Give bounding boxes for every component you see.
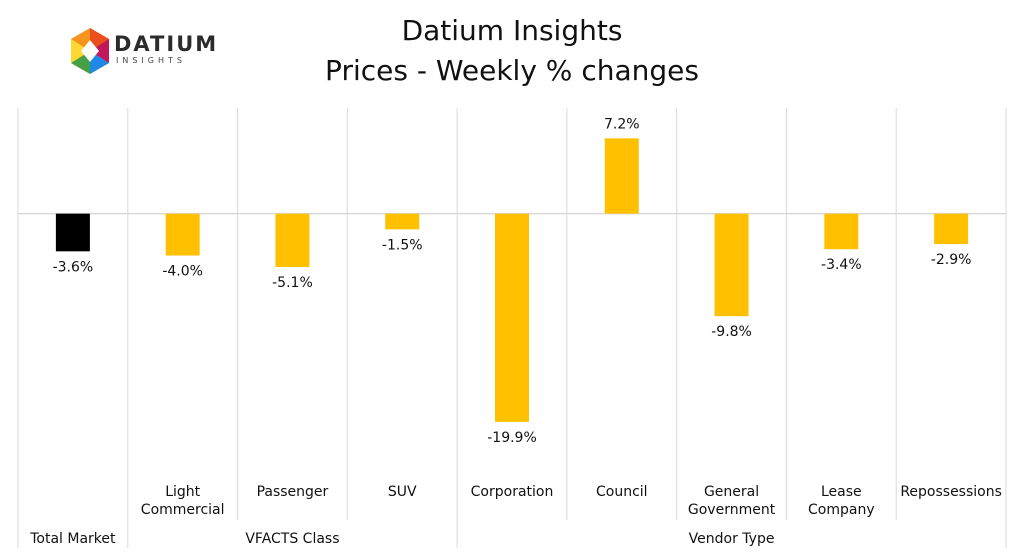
data-label: -3.6% [53, 259, 94, 275]
data-label: -4.0% [162, 264, 203, 280]
category-label: SUV [388, 484, 417, 500]
datium-hexagon-icon [71, 28, 109, 74]
bar [934, 213, 969, 245]
bar [165, 213, 200, 256]
data-label: 7.2% [604, 116, 640, 132]
category-label: Light [165, 484, 200, 500]
chart-title: Datium Insights [401, 14, 623, 47]
category-label: Government [688, 502, 776, 518]
category-label: Passenger [257, 484, 329, 500]
bar [824, 213, 859, 250]
category-label: Lease [821, 484, 862, 500]
category-label: Council [596, 484, 648, 500]
data-label: -2.9% [931, 252, 972, 268]
data-label: -9.8% [711, 324, 752, 340]
bar [275, 213, 310, 268]
data-label: -3.4% [821, 257, 862, 273]
category-label: Total Market [29, 531, 116, 547]
datium-logo: DATIUM INSIGHTS [68, 26, 216, 78]
category-label: Company [808, 502, 875, 518]
data-label: -5.1% [272, 275, 313, 291]
category-label: Commercial [141, 502, 225, 518]
chart-subtitle: Prices - Weekly % changes [325, 54, 699, 87]
bar [604, 138, 639, 214]
group-label: Vendor Type [689, 531, 775, 547]
bar [385, 213, 420, 230]
data-label: -1.5% [382, 237, 423, 253]
category-label: General [704, 484, 759, 500]
category-label: Repossessions [900, 484, 1002, 500]
logo-wordmark: DATIUM [114, 32, 219, 56]
bar [495, 213, 529, 422]
bar [55, 213, 90, 252]
group-label: VFACTS Class [245, 531, 339, 547]
logo-subtitle: INSIGHTS [116, 56, 186, 65]
category-label: Corporation [471, 484, 554, 500]
bar [714, 213, 749, 317]
data-label: -19.9% [487, 430, 537, 446]
